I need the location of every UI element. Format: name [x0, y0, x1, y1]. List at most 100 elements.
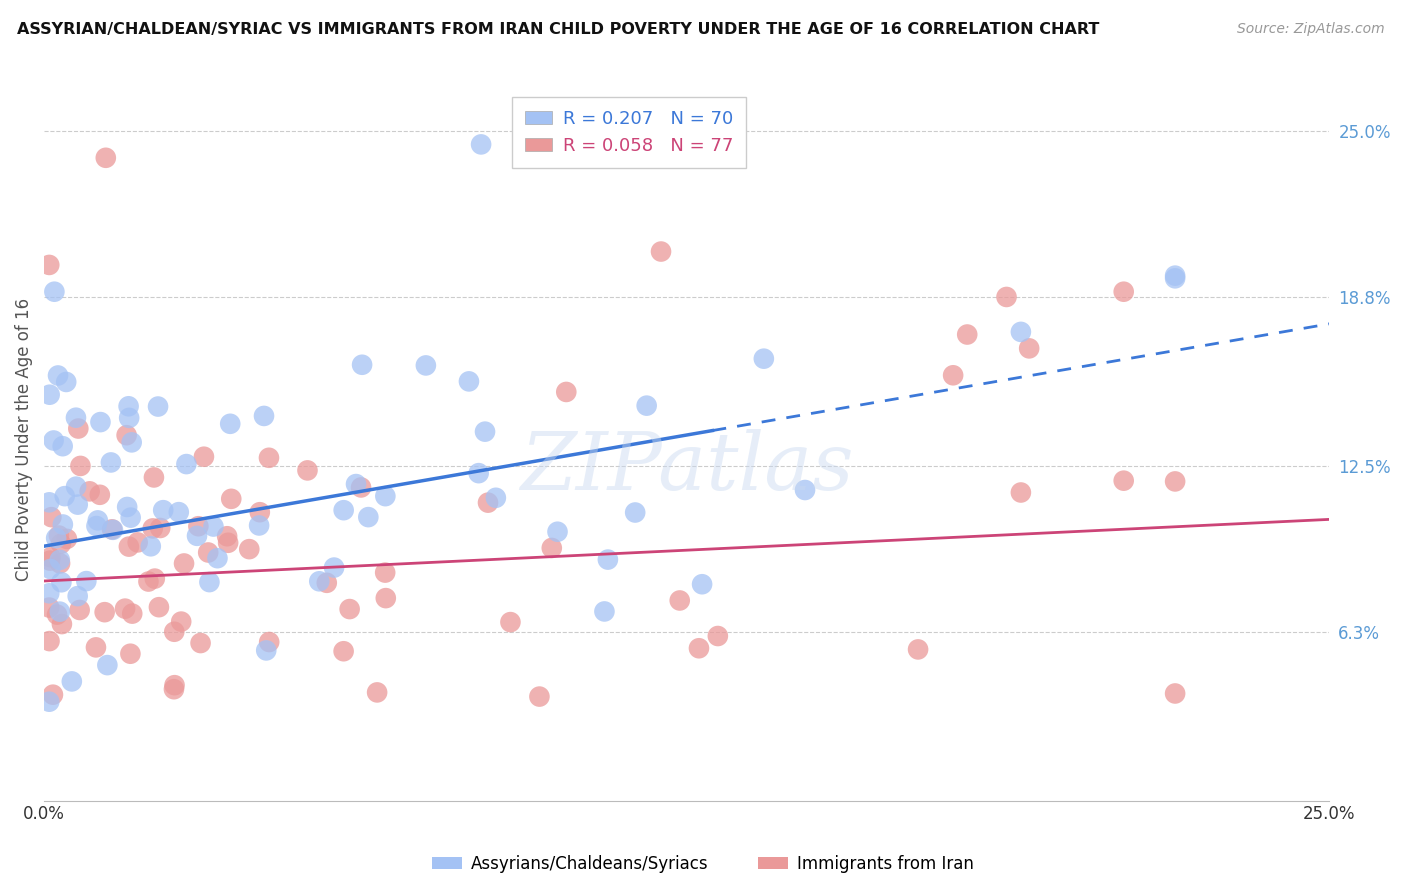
Point: [49, 553, 72, 567]
Point: [48, 528, 70, 542]
Point: [350, 480, 373, 494]
Text: ASSYRIAN/CHALDEAN/SYRIAC VS IMMIGRANTS FROM IRAN CHILD POVERTY UNDER THE AGE OF : ASSYRIAN/CHALDEAN/SYRIAC VS IMMIGRANTS F…: [17, 22, 1099, 37]
Point: [1112, 285, 1135, 299]
Point: [219, 491, 242, 506]
Point: [499, 615, 522, 629]
Point: [357, 510, 380, 524]
Point: [257, 450, 280, 465]
Point: [89, 488, 111, 502]
Point: [198, 575, 221, 590]
Point: [366, 685, 388, 699]
Point: [120, 647, 142, 661]
Point: [60, 674, 83, 689]
Point: [219, 417, 242, 431]
Point: [173, 557, 195, 571]
Point: [44, 285, 66, 299]
Point: [474, 425, 496, 439]
Point: [38, 388, 60, 402]
Point: [190, 636, 212, 650]
Point: [53, 489, 76, 503]
Point: [114, 601, 136, 615]
Point: [52, 439, 75, 453]
Point: [86, 519, 108, 533]
Point: [49, 557, 72, 571]
Point: [458, 375, 481, 389]
Point: [49, 537, 72, 551]
Point: [143, 572, 166, 586]
Point: [593, 604, 616, 618]
Point: [163, 682, 186, 697]
Point: [65, 480, 87, 494]
Point: [39, 562, 62, 576]
Point: [38, 695, 60, 709]
Point: [187, 519, 209, 533]
Point: [257, 635, 280, 649]
Point: [121, 435, 143, 450]
Point: [38, 495, 60, 509]
Point: [46, 368, 69, 383]
Point: [942, 368, 965, 383]
Point: [75, 574, 97, 588]
Point: [688, 641, 710, 656]
Point: [332, 503, 354, 517]
Point: [315, 575, 337, 590]
Point: [467, 466, 489, 480]
Point: [1010, 325, 1032, 339]
Point: [42, 688, 65, 702]
Point: [217, 535, 239, 549]
Point: [149, 521, 172, 535]
Point: [202, 519, 225, 533]
Point: [87, 513, 110, 527]
Point: [139, 539, 162, 553]
Point: [152, 503, 174, 517]
Point: [254, 643, 277, 657]
Text: ZIPatlas: ZIPatlas: [520, 429, 853, 507]
Point: [794, 483, 817, 497]
Legend: R = 0.207   N = 70, R = 0.058   N = 77: R = 0.207 N = 70, R = 0.058 N = 77: [512, 97, 745, 168]
Point: [170, 615, 193, 629]
Point: [1010, 485, 1032, 500]
Point: [167, 505, 190, 519]
Point: [217, 529, 239, 543]
Point: [249, 505, 271, 519]
Point: [668, 593, 690, 607]
Point: [1112, 474, 1135, 488]
Point: [146, 400, 169, 414]
Point: [38, 634, 60, 648]
Point: [142, 521, 165, 535]
Text: Source: ZipAtlas.com: Source: ZipAtlas.com: [1237, 22, 1385, 37]
Point: [540, 541, 562, 555]
Point: [39, 554, 62, 568]
Point: [67, 421, 90, 435]
Point: [118, 410, 141, 425]
Point: [66, 589, 89, 603]
Point: [352, 358, 374, 372]
Point: [38, 258, 60, 272]
Point: [374, 591, 396, 606]
Point: [100, 455, 122, 469]
Point: [94, 151, 117, 165]
Point: [555, 384, 578, 399]
Point: [1164, 268, 1187, 283]
Point: [596, 552, 619, 566]
Point: [46, 607, 69, 622]
Point: [207, 551, 229, 566]
Point: [52, 517, 75, 532]
Point: [253, 409, 276, 423]
Point: [636, 399, 658, 413]
Point: [142, 470, 165, 484]
Point: [247, 518, 270, 533]
Point: [118, 540, 141, 554]
Point: [197, 545, 219, 559]
Point: [193, 450, 215, 464]
Point: [38, 586, 60, 600]
Point: [624, 506, 647, 520]
Point: [485, 491, 508, 505]
Point: [907, 642, 929, 657]
Point: [690, 577, 713, 591]
Point: [101, 522, 124, 536]
Point: [547, 524, 569, 539]
Point: [120, 510, 142, 524]
Point: [163, 624, 186, 639]
Point: [93, 605, 115, 619]
